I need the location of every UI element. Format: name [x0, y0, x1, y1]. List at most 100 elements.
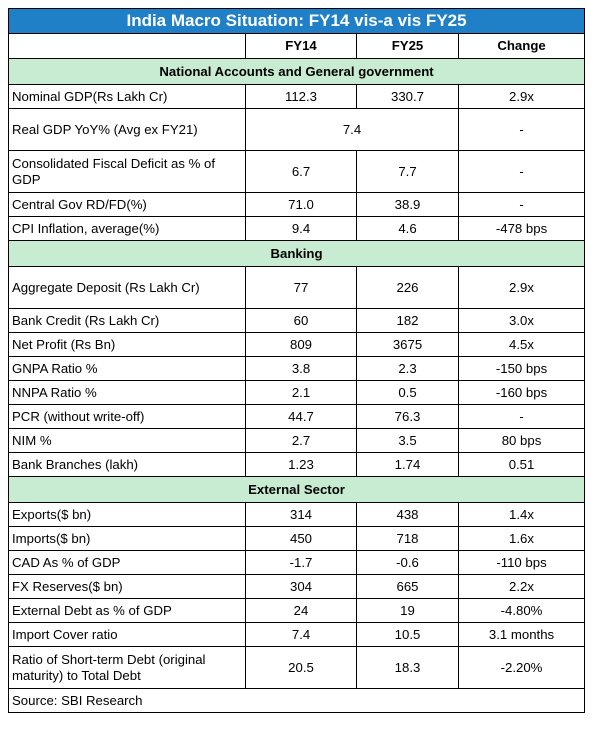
row-label: Net Profit (Rs Bn)	[8, 332, 246, 357]
section-title: Banking	[7, 240, 586, 267]
table-row: Nominal GDP(Rs Lakh Cr) 112.3 330.7 2.9x	[8, 84, 586, 109]
cell-fy14: 450	[245, 526, 357, 551]
row-label: Ratio of Short-term Debt (original matur…	[8, 646, 246, 689]
header-label	[8, 33, 246, 59]
header-change: Change	[457, 33, 586, 59]
cell-fy14: 1.23	[245, 452, 357, 477]
cell-change: 0.51	[457, 452, 586, 477]
macro-table-container: India Macro Situation: FY14 vis-a vis FY…	[7, 8, 586, 713]
table-title: India Macro Situation: FY14 vis-a vis FY…	[7, 8, 586, 34]
header-fy14: FY14	[245, 33, 357, 59]
cell-change: 3.0x	[457, 308, 586, 333]
cell-fy14: 60	[245, 308, 357, 333]
table-row: CPI Inflation, average(%) 9.4 4.6 -478 b…	[8, 216, 586, 241]
cell-change: -	[457, 150, 586, 193]
cell-fy25: 3.5	[356, 428, 459, 453]
cell-fy25: 7.7	[356, 150, 459, 193]
table-row: Bank Branches (lakh) 1.23 1.74 0.51	[8, 452, 586, 477]
cell-fy25: 18.3	[356, 646, 459, 689]
table-row: Net Profit (Rs Bn) 809 3675 4.5x	[8, 332, 586, 357]
cell-fy14: 44.7	[245, 404, 357, 429]
section-header: National Accounts and General government	[7, 58, 586, 85]
cell-fy14: 7.4	[245, 622, 357, 647]
cell-merged: 7.4	[245, 108, 459, 151]
cell-change: 2.9x	[457, 266, 586, 309]
cell-fy14: 304	[245, 574, 357, 599]
table-row: Aggregate Deposit (Rs Lakh Cr) 77 226 2.…	[8, 266, 586, 309]
cell-change: 1.6x	[457, 526, 586, 551]
cell-fy25: 718	[356, 526, 459, 551]
cell-fy25: 10.5	[356, 622, 459, 647]
row-label: PCR (without write-off)	[8, 404, 246, 429]
table-row: NIM % 2.7 3.5 80 bps	[8, 428, 586, 453]
cell-change: -2.20%	[457, 646, 586, 689]
cell-change: 3.1 months	[457, 622, 586, 647]
section-title: External Sector	[7, 476, 586, 503]
cell-fy14: -1.7	[245, 550, 357, 575]
row-label: Bank Branches (lakh)	[8, 452, 246, 477]
row-label: NNPA Ratio %	[8, 380, 246, 405]
cell-fy25: 438	[356, 502, 459, 527]
row-label: External Debt as % of GDP	[8, 598, 246, 623]
cell-fy14: 2.7	[245, 428, 357, 453]
cell-fy25: 665	[356, 574, 459, 599]
cell-fy14: 809	[245, 332, 357, 357]
cell-fy14: 71.0	[245, 192, 357, 217]
cell-fy25: 76.3	[356, 404, 459, 429]
section-title: National Accounts and General government	[7, 58, 586, 85]
table-row: NNPA Ratio % 2.1 0.5 -160 bps	[8, 380, 586, 405]
row-label: Aggregate Deposit (Rs Lakh Cr)	[8, 266, 246, 309]
cell-change: -	[457, 108, 586, 151]
cell-fy25: 226	[356, 266, 459, 309]
table-row: Bank Credit (Rs Lakh Cr) 60 182 3.0x	[8, 308, 586, 333]
cell-fy25: 19	[356, 598, 459, 623]
cell-fy25: -0.6	[356, 550, 459, 575]
cell-change: 4.5x	[457, 332, 586, 357]
macro-table: India Macro Situation: FY14 vis-a vis FY…	[7, 8, 586, 713]
cell-fy14: 24	[245, 598, 357, 623]
row-label: FX Reserves($ bn)	[8, 574, 246, 599]
cell-fy25: 182	[356, 308, 459, 333]
row-label: Import Cover ratio	[8, 622, 246, 647]
cell-fy25: 4.6	[356, 216, 459, 241]
row-label: Consolidated Fiscal Deficit as % of GDP	[8, 150, 246, 193]
cell-fy25: 0.5	[356, 380, 459, 405]
table-row: PCR (without write-off) 44.7 76.3 -	[8, 404, 586, 429]
row-label: CPI Inflation, average(%)	[8, 216, 246, 241]
cell-change: -150 bps	[457, 356, 586, 381]
table-row: External Debt as % of GDP 24 19 -4.80%	[8, 598, 586, 623]
row-label: Bank Credit (Rs Lakh Cr)	[8, 308, 246, 333]
source-note: Source: SBI Research	[7, 688, 586, 713]
cell-fy14: 2.1	[245, 380, 357, 405]
section-header: External Sector	[7, 476, 586, 503]
row-label: Central Gov RD/FD(%)	[8, 192, 246, 217]
row-label: Imports($ bn)	[8, 526, 246, 551]
cell-change: 1.4x	[457, 502, 586, 527]
table-row: Consolidated Fiscal Deficit as % of GDP …	[8, 150, 586, 193]
row-label: Real GDP YoY% (Avg ex FY21)	[8, 108, 246, 151]
source-row: Source: SBI Research	[7, 688, 586, 713]
cell-fy25: 1.74	[356, 452, 459, 477]
cell-fy14: 112.3	[245, 84, 357, 109]
cell-fy25: 330.7	[356, 84, 459, 109]
table-row: Import Cover ratio 7.4 10.5 3.1 months	[8, 622, 586, 647]
cell-change: -4.80%	[457, 598, 586, 623]
header-fy25: FY25	[356, 33, 459, 59]
cell-change: 2.9x	[457, 84, 586, 109]
row-label: Nominal GDP(Rs Lakh Cr)	[8, 84, 246, 109]
cell-fy25: 2.3	[356, 356, 459, 381]
row-label: Exports($ bn)	[8, 502, 246, 527]
cell-change: -110 bps	[457, 550, 586, 575]
table-row: FX Reserves($ bn) 304 665 2.2x	[8, 574, 586, 599]
cell-fy14: 6.7	[245, 150, 357, 193]
row-label: NIM %	[8, 428, 246, 453]
cell-change: -	[457, 404, 586, 429]
table-row: Ratio of Short-term Debt (original matur…	[8, 646, 586, 689]
cell-fy25: 38.9	[356, 192, 459, 217]
cell-fy14: 314	[245, 502, 357, 527]
section-header: Banking	[7, 240, 586, 267]
table-row: GNPA Ratio % 3.8 2.3 -150 bps	[8, 356, 586, 381]
cell-fy14: 3.8	[245, 356, 357, 381]
cell-fy14: 20.5	[245, 646, 357, 689]
header-row: FY14 FY25 Change	[8, 33, 586, 59]
